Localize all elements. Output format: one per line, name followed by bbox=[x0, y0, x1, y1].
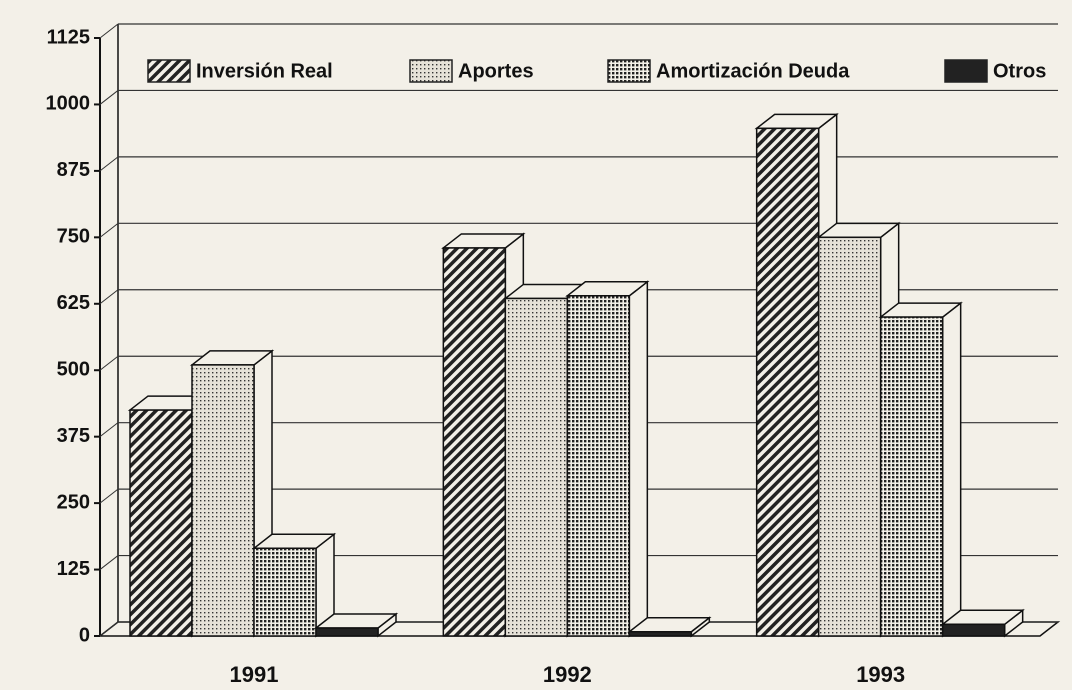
grid-slant bbox=[99, 289, 119, 305]
y-tick-label: 125 bbox=[57, 558, 90, 580]
x-tick-label: 1992 bbox=[543, 662, 592, 687]
legend-swatch bbox=[944, 59, 988, 83]
bar bbox=[191, 364, 255, 637]
y-tick-label: 875 bbox=[57, 159, 90, 181]
bar bbox=[879, 316, 944, 637]
legend-label: Amortización Deuda bbox=[656, 60, 850, 82]
y-tick-label: 750 bbox=[57, 226, 90, 248]
bar bbox=[253, 547, 317, 637]
grid-slant bbox=[99, 555, 119, 570]
bar bbox=[442, 247, 507, 637]
bar bbox=[941, 623, 1006, 637]
bar-side bbox=[628, 280, 649, 638]
bar bbox=[129, 409, 193, 637]
legend-swatch bbox=[147, 59, 191, 83]
grid-slant bbox=[99, 23, 119, 39]
grid-slant bbox=[99, 422, 119, 438]
bar bbox=[504, 297, 569, 637]
y-tick-label: 625 bbox=[57, 292, 90, 314]
bar bbox=[755, 127, 820, 637]
bar bbox=[315, 627, 379, 637]
legend-label: Otros bbox=[993, 60, 1046, 82]
bar bbox=[628, 630, 693, 637]
grid-slant bbox=[99, 156, 119, 172]
bar-side bbox=[941, 301, 962, 638]
y-tick-label: 0 bbox=[79, 624, 90, 646]
grid-slant bbox=[99, 488, 119, 504]
x-tick-label: 1993 bbox=[856, 662, 905, 687]
legend-label: Inversión Real bbox=[196, 60, 333, 82]
grid-slant bbox=[99, 355, 119, 371]
y-tick-label: 1125 bbox=[47, 26, 90, 48]
grid-slant bbox=[99, 90, 119, 105]
y-tick-label: 250 bbox=[57, 491, 90, 513]
y-tick-label: 375 bbox=[57, 425, 90, 447]
y-tick-label: 500 bbox=[57, 359, 90, 381]
grid-slant bbox=[99, 222, 119, 238]
legend-swatch bbox=[607, 59, 651, 83]
y-tick-label: 1000 bbox=[46, 93, 91, 115]
legend-label: Aportes bbox=[458, 60, 534, 82]
legend-swatch bbox=[409, 59, 453, 83]
bar bbox=[817, 236, 882, 637]
x-tick-label: 1991 bbox=[230, 662, 279, 687]
bar bbox=[566, 295, 631, 637]
grid-slant bbox=[99, 621, 119, 637]
